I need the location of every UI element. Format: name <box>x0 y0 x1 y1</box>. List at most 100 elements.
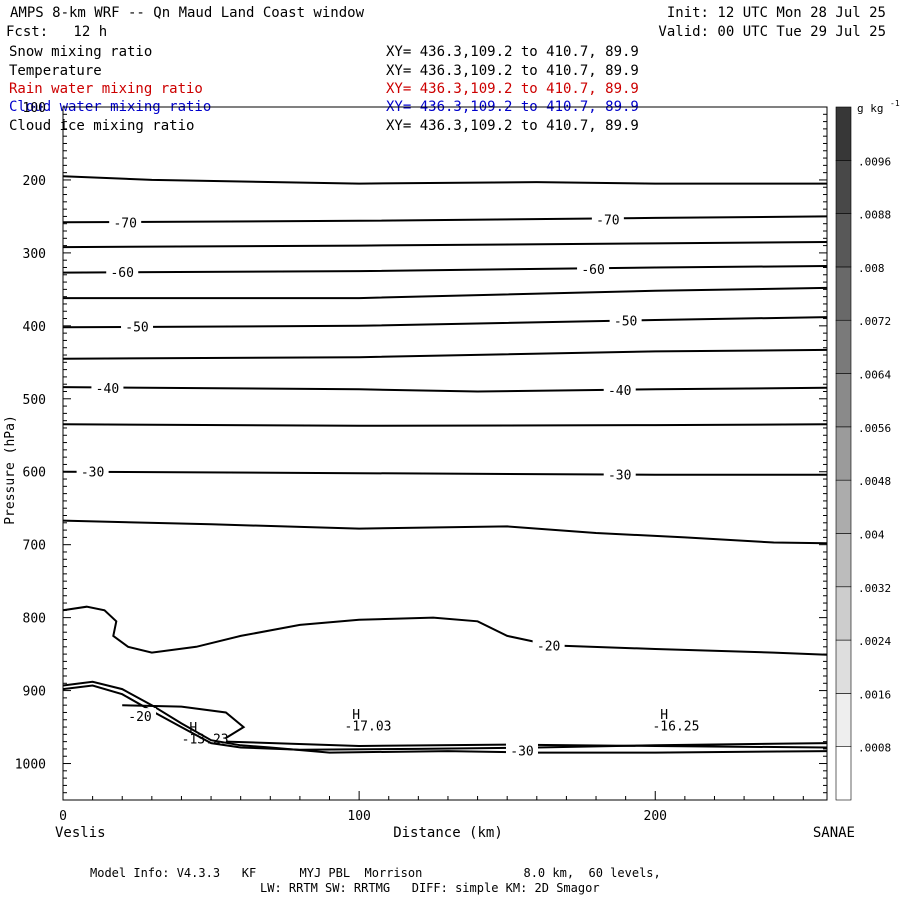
colorbar-tick-label: .0056 <box>858 422 891 435</box>
model-info-line2: LW: RRTM SW: RRTMG DIFF: simple KM: 2D S… <box>260 881 600 895</box>
isotherm-label: -20 <box>128 710 151 725</box>
field-xy-snow: XY= 436.3,109.2 to 410.7, 89.9 <box>386 44 639 60</box>
extremum-label: H <box>660 708 668 723</box>
colorbar-tick-label: .0072 <box>858 315 891 328</box>
extremum-annotations: H-13.23H-17.03H-16.25 <box>182 708 700 748</box>
extremum-label: -13.23 <box>182 733 229 748</box>
isotherm-line <box>62 470 827 476</box>
isotherm-label-bg <box>91 379 124 395</box>
colorbar-bin <box>835 373 852 428</box>
colorbar-tick-label: .008 <box>858 262 885 275</box>
y-axis-label: Pressure (hPa) <box>3 415 18 525</box>
y-tick-label: 200 <box>23 174 46 189</box>
isotherm-line <box>63 286 828 300</box>
isotherm-label-bg <box>591 211 624 227</box>
isotherm-label: -50 <box>614 315 637 330</box>
isotherm-label: -70 <box>113 216 136 231</box>
isotherm-line <box>122 704 246 739</box>
colorbar-bin <box>835 479 852 534</box>
isotherm-label-bg <box>106 263 139 279</box>
model-info-line1: Model Info: V4.3.3 KF MYJ PBL Morrison 8… <box>90 866 661 880</box>
field-xy-rain: XY= 436.3,109.2 to 410.7, 89.9 <box>386 81 639 97</box>
isotherm-label-bg <box>109 214 142 230</box>
isotherm-line <box>62 265 828 274</box>
init-time: Init: 12 UTC Mon 28 Jul 25 <box>666 5 886 21</box>
colorbar-tick-label: .0096 <box>858 155 891 168</box>
colorbar-bin <box>835 746 852 801</box>
endpoint-left: Veslis <box>55 825 106 841</box>
isotherm-contours: -70 -70 -60 -60 -50 -50 -40 -40 -30 -30 -20 -20 -30 <box>62 175 828 759</box>
y-tick-label: 1000 <box>15 758 46 773</box>
isotherm-label-bg <box>603 382 636 398</box>
isotherm-label: -50 <box>125 321 148 336</box>
colorbar-tick-label: .0024 <box>858 635 891 648</box>
forecast-hour: Fcst: 12 h <box>6 24 108 40</box>
y-tick-label: 100 <box>23 101 46 116</box>
colorbar-tick-label: .0048 <box>858 475 891 488</box>
isotherm-label: -20 <box>537 639 560 654</box>
colorbar-bin <box>835 106 852 161</box>
y-tick-label: 600 <box>23 466 46 481</box>
colorbar-tick-label: .0008 <box>858 742 891 755</box>
plot-frame <box>62 106 828 801</box>
x-tick-label: 0 <box>59 809 67 824</box>
isotherm-label-bg <box>121 318 154 334</box>
isotherm-label-bg <box>609 312 642 328</box>
isotherm-label-bg <box>505 742 538 758</box>
valid-time: Valid: 00 UTC Tue 29 Jul 25 <box>658 24 886 40</box>
isotherm-line <box>62 423 828 427</box>
y-tick-label: 700 <box>23 539 46 554</box>
endpoint-right: SANAE <box>813 825 855 841</box>
extremum-label: -17.03 <box>345 720 392 735</box>
y-tick-label: 300 <box>23 247 46 262</box>
colorbar-tick-label: .0088 <box>858 209 891 222</box>
isotherm-label-bg <box>603 466 636 482</box>
isotherm-line <box>62 316 828 329</box>
isotherm-label-bg <box>532 637 565 653</box>
isotherm-label: -70 <box>596 213 619 228</box>
colorbar-bin <box>835 586 852 641</box>
colorbar: .0008 .0016 .0024 .0032 .004 .0048 .0056 .0064.… <box>835 99 900 801</box>
chart-title: AMPS 8-km WRF -- Qn Maud Land Coast wind… <box>10 5 365 21</box>
colorbar-unit-exponent: -1 <box>890 99 900 108</box>
field-name-snow: Snow mixing ratio <box>9 44 153 60</box>
isotherm-line <box>62 348 828 360</box>
extremum-label: H <box>352 708 360 723</box>
isotherm-line <box>62 175 827 185</box>
field-xy-temperature: XY= 436.3,109.2 to 410.7, 89.9 <box>386 63 639 79</box>
field-xy-cloud-ice: XY= 436.3,109.2 to 410.7, 89.9 <box>386 118 639 134</box>
y-tick-label: 500 <box>23 393 46 408</box>
x-axis-label: Distance (km) <box>393 825 503 841</box>
extremum-label: H <box>189 721 197 736</box>
extremum-label: -16.25 <box>652 720 699 735</box>
y-tick-label: 400 <box>23 320 46 335</box>
x-axis: 0 100 200 <box>59 791 804 824</box>
isotherm-label: -60 <box>110 266 133 281</box>
colorbar-tick-label: .0016 <box>858 688 891 701</box>
colorbar-bin <box>835 693 852 747</box>
colorbar-bin <box>835 160 852 214</box>
y-tick-label: 800 <box>23 612 46 627</box>
x-tick-label: 100 <box>347 809 370 824</box>
isotherm-label: -30 <box>510 744 533 759</box>
isotherm-line <box>62 605 828 656</box>
colorbar-tick-label: .0064 <box>858 369 891 382</box>
isotherm-label: -40 <box>608 384 631 399</box>
colorbar-tick-label: .004 <box>858 528 885 541</box>
colorbar-bin <box>835 533 852 588</box>
isotherm-line <box>62 684 828 751</box>
y-tick-label: 900 <box>23 685 46 700</box>
isotherm-label: -30 <box>608 469 631 484</box>
colorbar-bin <box>835 266 852 321</box>
colorbar-bin <box>835 639 852 694</box>
colorbar-bin <box>835 426 852 481</box>
isotherm-line <box>62 215 828 224</box>
isotherm-label: -30 <box>81 466 104 481</box>
isotherm-label: -40 <box>96 382 119 397</box>
colorbar-bin <box>835 213 852 268</box>
isotherm-label: -60 <box>581 263 604 278</box>
isotherm-line <box>62 241 828 249</box>
isotherm-label-bg <box>577 260 610 276</box>
isotherm-line <box>62 386 828 393</box>
isotherm-line <box>62 680 828 754</box>
